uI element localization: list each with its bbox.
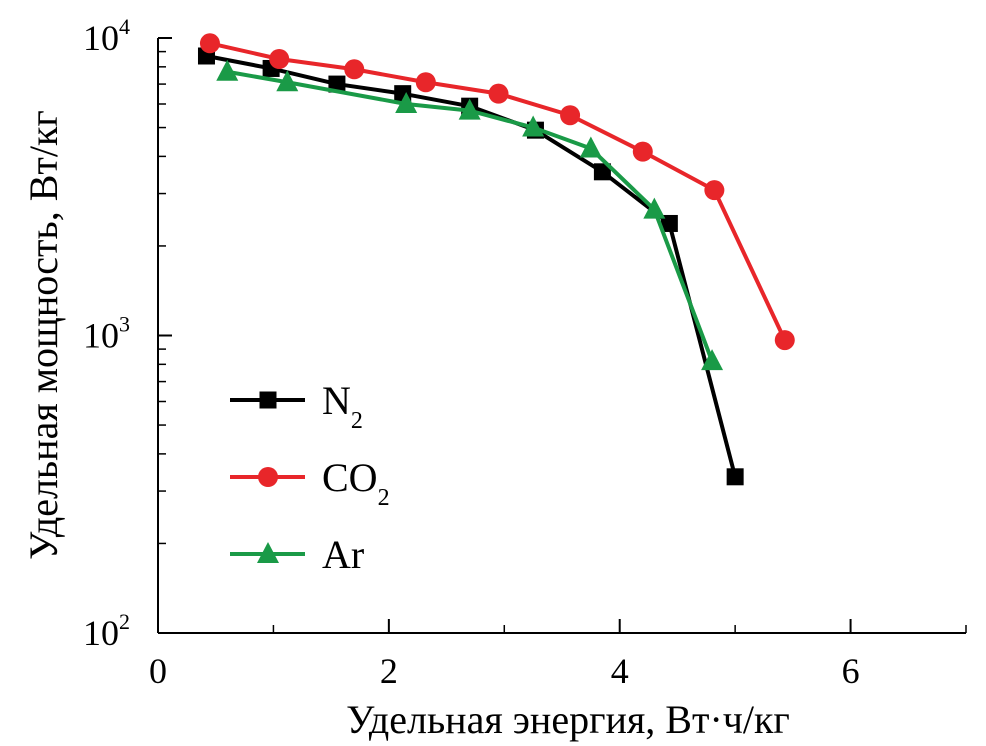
data-point-ar	[458, 98, 481, 120]
x-axis-label: Удельная энергия, Вт·ч/кг	[346, 697, 790, 742]
data-point-co	[199, 33, 220, 54]
y-tick-exponent: 2	[119, 609, 130, 634]
data-point-co	[488, 83, 509, 104]
data-point-co	[269, 48, 290, 69]
data-point-ar	[701, 349, 724, 371]
data-point-n	[726, 468, 744, 486]
legend-label-name: N	[322, 378, 351, 423]
x-tick-label: 4	[611, 651, 629, 691]
legend-label-name: Ar	[322, 532, 364, 577]
series-layer	[197, 33, 795, 486]
y-tick-label: 104	[83, 14, 130, 58]
x-tick-label: 2	[380, 651, 398, 691]
data-point-n	[593, 163, 611, 181]
data-point-ar	[522, 115, 545, 137]
data-point-ar	[579, 136, 602, 158]
x-tick-label: 6	[842, 651, 860, 691]
series-line-ar	[226, 69, 714, 362]
y-tick-label: 102	[83, 609, 130, 653]
data-point-ar	[216, 59, 239, 81]
y-tick-exponent: 4	[119, 14, 130, 39]
x-tick-label: 0	[149, 651, 167, 691]
y-axis-label: Удельная мощность, Вт/кг	[21, 110, 66, 560]
series-co	[199, 33, 795, 351]
legend-marker	[257, 542, 279, 563]
y-tick-base: 10	[83, 316, 119, 356]
legend-marker	[258, 467, 278, 487]
legend-marker	[259, 391, 277, 409]
data-point-n	[328, 75, 346, 93]
data-point-co	[704, 180, 725, 201]
data-point-ar	[276, 70, 299, 92]
data-point-n	[660, 214, 678, 232]
data-point-ar	[395, 92, 418, 113]
legend-item-ar: Ar	[230, 532, 364, 577]
legend-label-name: CO	[322, 455, 378, 500]
legend-label-subscript: 2	[378, 485, 390, 511]
data-point-ar	[643, 197, 666, 219]
legend-item-n: N2	[230, 378, 363, 434]
y-tick-base: 10	[83, 613, 119, 653]
legend-label: CO2	[322, 455, 390, 511]
data-point-co	[560, 105, 581, 126]
legend-label-subscript: 2	[351, 408, 363, 434]
data-point-co	[632, 141, 653, 162]
y-tick-label: 103	[83, 312, 130, 356]
y-tick-exponent: 3	[119, 312, 130, 337]
data-point-co	[415, 72, 436, 93]
data-point-co	[774, 330, 795, 351]
legend-label: Ar	[322, 532, 364, 577]
legend-item-co: CO2	[230, 455, 390, 511]
y-tick-base: 10	[83, 18, 119, 58]
series-ar	[216, 59, 724, 371]
legend-label: N2	[322, 378, 363, 434]
data-point-co	[344, 59, 365, 80]
